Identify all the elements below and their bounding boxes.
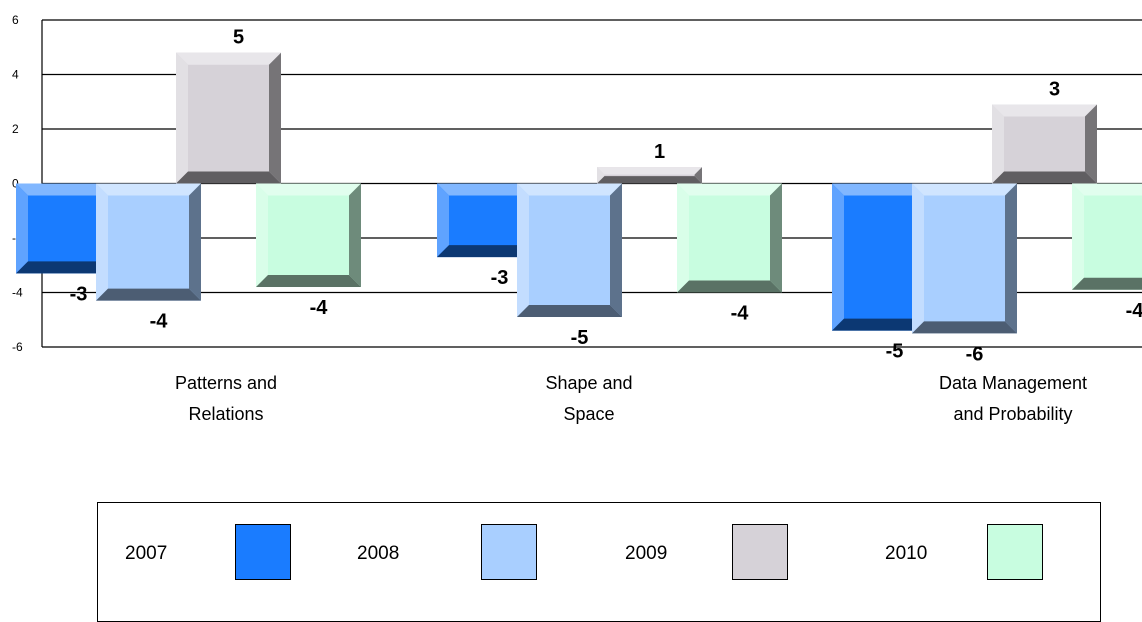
bar-bevel-left <box>437 183 449 258</box>
data-label: -3 <box>491 267 509 289</box>
y-tick-label: -4 <box>12 286 23 300</box>
bar-bevel-bottom <box>517 305 622 318</box>
bar-bevel-bottom <box>992 171 1097 184</box>
bar <box>677 183 782 293</box>
bar-bevel-left <box>1072 183 1084 290</box>
bar-bevel-left <box>832 183 844 331</box>
data-label: 1 <box>654 141 665 163</box>
data-label: -3 <box>70 283 88 305</box>
data-label: -4 <box>1126 300 1142 322</box>
bar-bevel-right <box>1085 104 1097 184</box>
bar-body <box>96 183 201 301</box>
y-tick-label: 2 <box>12 122 19 136</box>
data-label: -4 <box>731 303 750 325</box>
data-label: 5 <box>233 27 244 49</box>
bar-body <box>992 104 1097 184</box>
bar-bevel-top <box>96 183 201 196</box>
bar-bevel-left <box>597 167 605 184</box>
data-label: -5 <box>886 341 904 363</box>
y-tick-label: 6 <box>12 13 19 27</box>
bar-body <box>176 52 281 184</box>
data-label: -4 <box>310 297 329 319</box>
bar-bevel-top <box>677 183 782 196</box>
bar-bevel-bottom <box>597 176 702 184</box>
bar <box>517 183 622 318</box>
bar-body <box>912 183 1017 334</box>
bar <box>96 183 201 301</box>
bar-bevel-left <box>992 104 1004 184</box>
legend-label-2010: 2010 <box>885 543 928 564</box>
bar-bevel-right <box>610 183 622 318</box>
category-label: and Probability <box>953 404 1072 424</box>
bar-bevel-bottom <box>16 261 121 274</box>
bar-bevel-bottom <box>176 171 281 184</box>
category-labels: Patterns and Relations Shape and Space Data … <box>175 373 1087 424</box>
bar-bevel-right <box>694 167 702 184</box>
legend-swatch-2008 <box>481 524 537 580</box>
bar-bevel-bottom <box>912 321 1017 334</box>
bar-bevel-top <box>517 183 622 196</box>
bar-bevel-left <box>176 52 188 184</box>
y-tick-label: 4 <box>12 68 19 82</box>
bar-bevel-left <box>16 183 28 274</box>
legend-swatch-2010 <box>987 524 1043 580</box>
bar-bevel-bottom <box>437 245 542 258</box>
bar-bevel-top <box>832 183 937 196</box>
bar-bevel-left <box>912 183 924 334</box>
bar-bevel-right <box>1005 183 1017 334</box>
bar <box>597 167 702 184</box>
bar-bevel-top <box>176 52 281 65</box>
data-label: -6 <box>966 343 984 365</box>
bar-bevel-bottom <box>256 275 361 288</box>
category-label: Shape and <box>545 373 632 393</box>
bar-bevel-right <box>189 183 201 301</box>
bar-bevel-top <box>992 104 1097 117</box>
bar-bevel-top <box>256 183 361 196</box>
bar-bevel-top <box>16 183 121 196</box>
bars <box>16 52 1142 334</box>
bar-bevel-right <box>349 183 361 288</box>
legend: 2007 2008 2009 2010 <box>97 502 1101 622</box>
data-label: -5 <box>571 327 589 349</box>
bar-bevel-left <box>96 183 108 301</box>
data-label: -4 <box>150 311 169 333</box>
bar-body <box>256 183 361 288</box>
bar-bevel-bottom <box>832 318 937 331</box>
bar-bevel-top <box>1072 183 1142 196</box>
data-label: 3 <box>1049 78 1060 100</box>
legend-label-2009: 2009 <box>625 543 668 564</box>
bar <box>256 183 361 288</box>
category-label: Space <box>563 404 614 424</box>
legend-swatch-2009 <box>732 524 788 580</box>
bar-bevel-bottom <box>96 288 201 301</box>
bar-body <box>677 183 782 293</box>
bar <box>1072 183 1142 290</box>
bar <box>176 52 281 184</box>
bar-bevel-bottom <box>677 280 782 293</box>
category-label: Relations <box>188 404 263 424</box>
bar-bevel-left <box>256 183 268 288</box>
bar-bevel-left <box>517 183 529 318</box>
bar-bevel-left <box>677 183 689 293</box>
bar <box>912 183 1017 334</box>
bar-bevel-right <box>770 183 782 293</box>
bar-bevel-top <box>912 183 1017 196</box>
legend-label-2008: 2008 <box>357 543 400 564</box>
y-tick-label: 0 <box>12 177 19 191</box>
bar-bevel-bottom <box>1072 277 1142 290</box>
category-label: Data Management <box>939 373 1087 393</box>
bar-bevel-right <box>269 52 281 184</box>
bar-bevel-top <box>437 183 542 196</box>
bar-bevel-top <box>597 167 702 175</box>
legend-swatch-2007 <box>235 524 291 580</box>
bar-body <box>517 183 622 318</box>
category-label: Patterns and <box>175 373 277 393</box>
y-tick-label: -6 <box>12 340 23 354</box>
bar <box>992 104 1097 184</box>
data-labels: -3 -3 -5 -4 -5 -6 5 1 3 -4 -4 -4 <box>70 27 1142 366</box>
legend-label-2007: 2007 <box>125 543 168 564</box>
